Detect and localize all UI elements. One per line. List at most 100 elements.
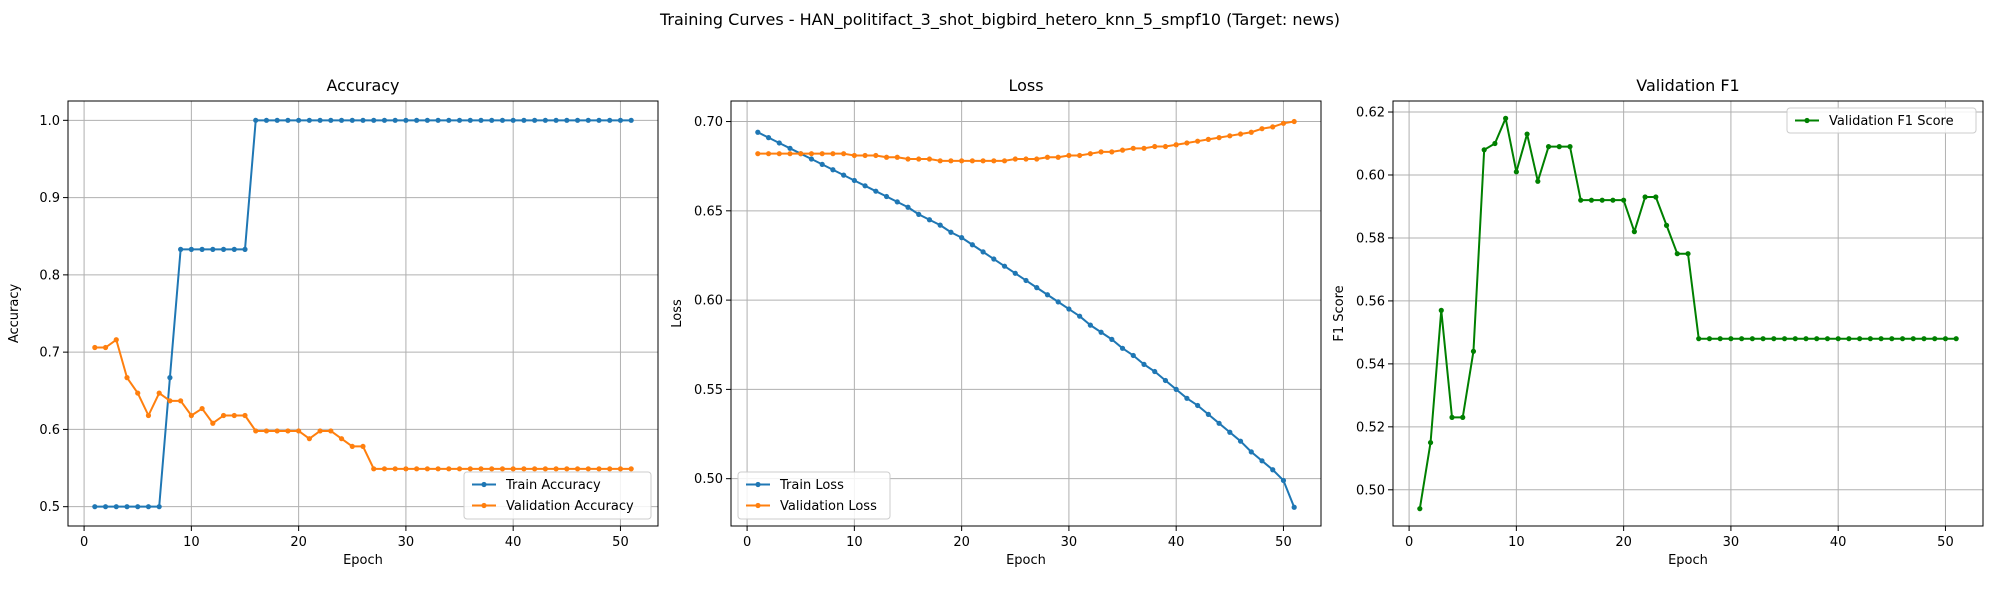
data-point xyxy=(1034,285,1040,291)
x-tick-label: 40 xyxy=(1168,535,1185,550)
legend-label: Validation Accuracy xyxy=(506,499,634,514)
data-point xyxy=(1141,361,1147,367)
data-point xyxy=(1674,251,1680,257)
x-tick-label: 20 xyxy=(1615,535,1632,550)
x-axis-label: Epoch xyxy=(1006,553,1046,568)
data-point xyxy=(1077,313,1083,319)
data-point xyxy=(862,183,868,189)
data-point xyxy=(776,140,782,146)
y-tick-label: 0.52 xyxy=(1356,420,1385,435)
data-point xyxy=(328,428,334,434)
data-point xyxy=(948,158,954,164)
data-point xyxy=(317,117,323,123)
legend-box xyxy=(1786,107,1977,134)
data-point xyxy=(1227,133,1233,139)
y-tick-label: 0.62 xyxy=(1356,106,1385,121)
data-point xyxy=(564,117,570,123)
data-point xyxy=(317,428,323,434)
data-point xyxy=(102,344,109,351)
data-point xyxy=(628,466,634,472)
data-point xyxy=(210,420,216,426)
y-axis-label: F1 Score xyxy=(1332,285,1347,341)
legend-box xyxy=(737,471,891,520)
data-point xyxy=(542,466,548,472)
data-point xyxy=(489,466,495,472)
figure-suptitle: Training Curves - HAN_politifact_3_shot_… xyxy=(659,10,1340,30)
data-point xyxy=(765,135,772,141)
data-point xyxy=(819,161,825,167)
data-point xyxy=(1152,143,1158,150)
chart-panels: 0 10 20 30 40 50 0.5 0.6 0.7 0.8 0.9 1.0 Accuracy Epo… xyxy=(7,76,1984,568)
data-point xyxy=(1599,197,1605,203)
data-point xyxy=(1814,336,1820,342)
data-point xyxy=(991,158,997,164)
data-point xyxy=(167,375,173,381)
data-point xyxy=(199,246,205,252)
data-point xyxy=(851,152,857,159)
data-point xyxy=(755,129,761,135)
data-point xyxy=(167,398,173,404)
data-point xyxy=(574,466,581,472)
y-tick-label: 0.60 xyxy=(694,294,723,309)
x-tick-label: 30 xyxy=(1061,535,1078,550)
data-point xyxy=(349,443,355,450)
data-point xyxy=(1771,336,1777,342)
data-point xyxy=(1109,336,1115,342)
data-point xyxy=(199,405,205,412)
data-point xyxy=(585,466,591,472)
x-tick-label: 0 xyxy=(80,535,88,550)
data-point xyxy=(1835,336,1841,342)
data-point xyxy=(220,246,227,252)
data-point xyxy=(1023,277,1029,284)
data-point xyxy=(242,246,248,252)
data-point xyxy=(521,117,527,123)
data-point xyxy=(873,188,879,194)
data-point xyxy=(851,177,857,184)
data-point xyxy=(1513,169,1519,175)
y-tick-label: 0.58 xyxy=(1356,231,1385,246)
data-point xyxy=(360,117,366,123)
data-point xyxy=(124,375,130,381)
data-point xyxy=(456,117,463,123)
data-point xyxy=(1417,506,1423,512)
data-point xyxy=(1034,156,1040,162)
chart-panel-accuracy: 0 10 20 30 40 50 0.5 0.6 0.7 0.8 0.9 1.0 Accuracy Epo… xyxy=(7,76,659,568)
data-point xyxy=(521,466,527,472)
data-point xyxy=(1119,147,1126,153)
data-point xyxy=(1248,449,1254,455)
data-point xyxy=(808,156,815,162)
data-point xyxy=(1739,336,1745,342)
data-point xyxy=(1087,151,1093,157)
x-tick-label: 10 xyxy=(846,535,863,550)
data-point xyxy=(1899,336,1906,342)
axes-frame xyxy=(730,100,1322,527)
data-point xyxy=(489,117,495,123)
x-tick-label: 10 xyxy=(183,535,200,550)
data-point xyxy=(1152,368,1158,375)
data-point xyxy=(980,158,986,164)
data-point xyxy=(403,466,409,472)
data-point xyxy=(1270,467,1276,473)
data-point xyxy=(1427,439,1434,446)
data-point xyxy=(617,466,624,472)
data-point xyxy=(499,117,506,123)
x-tick-label: 50 xyxy=(1275,535,1292,550)
data-point xyxy=(1535,178,1541,184)
data-point xyxy=(937,222,943,228)
data-point xyxy=(969,158,975,164)
data-point xyxy=(1663,222,1670,228)
data-point xyxy=(1438,307,1444,313)
data-point xyxy=(1227,429,1233,435)
data-point xyxy=(403,117,409,123)
data-point xyxy=(1205,411,1211,417)
data-point xyxy=(156,504,162,510)
data-point xyxy=(959,235,965,241)
data-point xyxy=(1503,115,1509,121)
data-point xyxy=(338,436,345,442)
x-tick-label: 30 xyxy=(1723,535,1740,550)
data-point xyxy=(1087,322,1093,328)
data-point xyxy=(1162,143,1169,150)
x-tick-label: 20 xyxy=(290,535,307,550)
data-point xyxy=(1610,197,1616,203)
data-point xyxy=(1524,131,1530,137)
